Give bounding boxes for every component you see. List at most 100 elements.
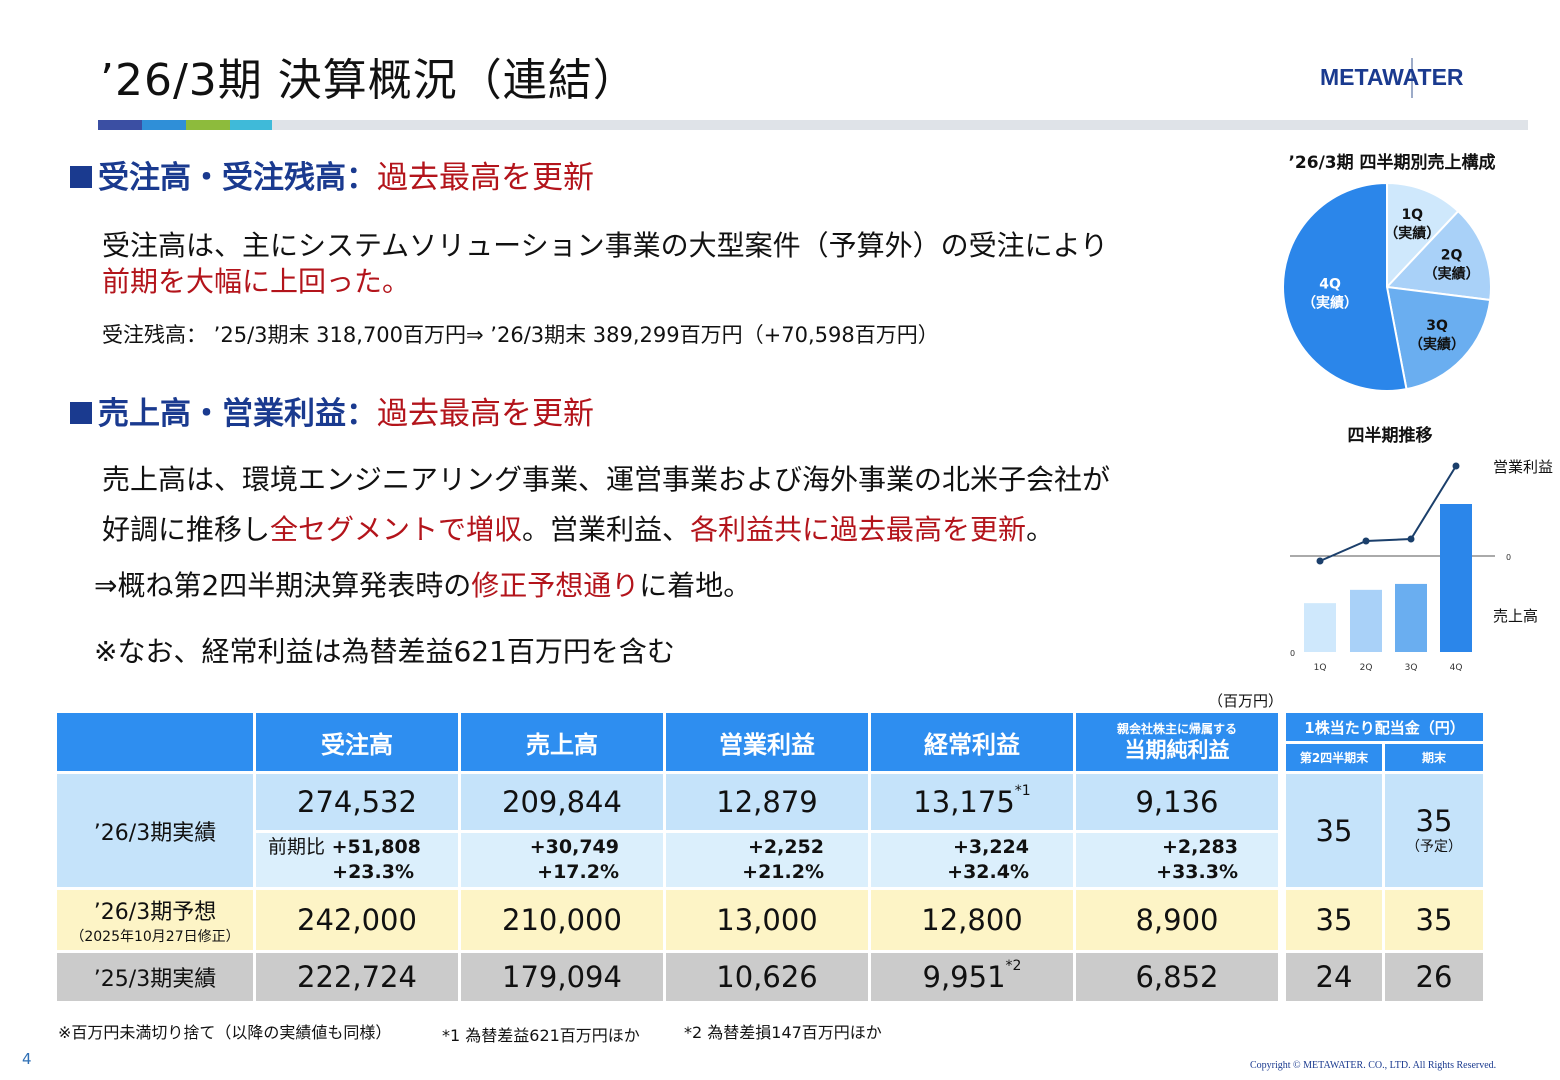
orders-text-line1: 受注高は、主にシステムソリューション事業の大型案件（予算外）の受注により xyxy=(102,229,1109,262)
cell-dividend-q2: 35 xyxy=(1286,890,1382,950)
square-bullet-icon xyxy=(70,402,92,424)
pie-chart-title: ’26/3期 四半期別売上構成 xyxy=(1288,153,1496,173)
table-row-yoy: 前期比 +51,808 +23.3% +30,749 +17.2% +2,252 +… xyxy=(57,833,1483,887)
cell-value: 12,800 xyxy=(871,890,1073,950)
op-income-point-2Q xyxy=(1362,537,1370,545)
table-row: ’26/3期予想 （2025年10月27日修正） 242,000 210,000 … xyxy=(57,890,1483,950)
cell-dividend-fy: 26 xyxy=(1385,953,1483,1001)
cell-value: 222,724 xyxy=(256,953,458,1001)
cell-value: 209,844 xyxy=(461,774,663,830)
x-tick-label: 3Q xyxy=(1405,663,1418,673)
cell-value: 179,094 xyxy=(461,953,663,1001)
header-dividend-fy: 期末 xyxy=(1385,744,1483,771)
cell-value: 8,900 xyxy=(1076,890,1278,950)
footnote-marker: *1 xyxy=(1014,783,1031,800)
square-bullet-icon xyxy=(70,166,92,188)
sales-text-line4: ※なお、経常利益は為替差益621百万円を含む xyxy=(94,635,675,668)
pie-slice-2Q xyxy=(1384,209,1492,302)
op-income-point-4Q xyxy=(1452,462,1460,470)
cell-value: 12,879 xyxy=(666,774,868,830)
pie-label: 4Q xyxy=(1319,276,1341,292)
header-empty-cell xyxy=(57,713,253,771)
op-income-point-3Q xyxy=(1407,535,1415,543)
cell-value: 13,000 xyxy=(666,890,868,950)
page-title: ’26/3期 決算概況（連結） xyxy=(100,55,638,106)
backlog-text: 受注残高： ’25/3期末 318,700百万円⇒ ’26/3期末 389,29… xyxy=(102,323,939,347)
cell-delta: +3,224 +32.4% xyxy=(871,833,1073,887)
cell-dividend-fy: 35 （予定） xyxy=(1385,774,1483,887)
header-orders: 受注高 xyxy=(256,713,458,771)
title-underline-bar xyxy=(98,120,1528,130)
cell-dividend-q2: 35 xyxy=(1286,774,1382,887)
x-tick-label: 1Q xyxy=(1314,663,1327,673)
company-logo: METAWATER xyxy=(1320,58,1464,98)
cell-delta: +2,283 +33.3% xyxy=(1076,833,1278,887)
row-label-actual25: ’25/3期実績 xyxy=(57,953,253,1001)
x-tick-label: 2Q xyxy=(1360,663,1373,673)
financial-summary-table: 受注高 売上高 営業利益 経常利益 親会社株主に帰属する 当期純利益 1株当たり… xyxy=(54,710,1486,1004)
pie-label: 1Q xyxy=(1401,207,1423,223)
header-dividend-q2: 第2四半期末 xyxy=(1286,744,1382,771)
footnote-2: *2 為替差損147百万円ほか xyxy=(684,1023,882,1042)
orders-text-line2: 前期を大幅に上回った。 xyxy=(102,265,411,298)
op-income-point-1Q xyxy=(1316,557,1324,565)
row-label-actual26: ’26/3期実績 xyxy=(57,774,253,887)
header-ordinary-income: 経常利益 xyxy=(871,713,1073,771)
footnote-marker: *2 xyxy=(1005,958,1022,975)
bar-2Q xyxy=(1350,589,1382,652)
x-tick-label: 4Q xyxy=(1450,663,1463,673)
footnote-rounding: ※百万円未満切り捨て（以降の実績値も同様） xyxy=(58,1023,392,1042)
header-dividend: 1株当たり配当金（円） xyxy=(1286,713,1483,741)
header-net-income: 親会社株主に帰属する 当期純利益 xyxy=(1076,713,1278,771)
unit-label: （百万円） xyxy=(1208,692,1284,710)
pie-slice-1Q xyxy=(1386,181,1460,290)
sales-text-line3: ⇒概ね第2四半期決算発表時の修正予想通りに着地。 xyxy=(94,569,752,602)
table-header-row: 受注高 売上高 営業利益 経常利益 親会社株主に帰属する 当期純利益 1株当たり… xyxy=(57,713,1483,771)
cell-value: 10,626 xyxy=(666,953,868,1001)
footnote-1: *1 為替差益621百万円ほか xyxy=(442,1026,640,1045)
trend-chart-title: 四半期推移 xyxy=(1347,426,1433,446)
cell-value: 274,532 xyxy=(256,774,458,830)
header-op-income: 営業利益 xyxy=(666,713,868,771)
cell-value: 210,000 xyxy=(461,890,663,950)
section-heading-orders: 受注高・受注残高：過去最高を更新 xyxy=(70,152,594,197)
pie-label-suffix: （実績） xyxy=(1424,266,1480,283)
op-income-line xyxy=(1319,465,1457,562)
bar-3Q xyxy=(1395,583,1427,652)
cell-value: 9,951*2 xyxy=(871,953,1073,1001)
sales-text-line2: 好調に推移し全セグメントで増収。営業利益、各利益共に過去最高を更新。 xyxy=(102,513,1055,546)
logo-text: METAWATER xyxy=(1320,64,1464,90)
cell-delta: 前期比 +51,808 +23.3% xyxy=(256,833,458,887)
copyright: Copyright © METAWATER. CO., LTD. All Rig… xyxy=(1250,1060,1497,1071)
sales-text-line1: 売上高は、環境エンジニアリング事業、運営事業および海外事業の北米子会社が xyxy=(102,463,1111,496)
pie-label-suffix: （実績） xyxy=(1409,336,1465,353)
zero-label-bottom: 0 xyxy=(1290,649,1295,658)
pie-slice-3Q xyxy=(1385,285,1492,391)
pie-label: 3Q xyxy=(1426,318,1448,334)
pie-label-suffix: （実績） xyxy=(1302,294,1358,311)
table-row: ’25/3期実績 222,724 179,094 10,626 9,951*2 … xyxy=(57,953,1483,1001)
cell-value: 6,852 xyxy=(1076,953,1278,1001)
cell-value: 9,136 xyxy=(1076,774,1278,830)
cell-delta: +30,749 +17.2% xyxy=(461,833,663,887)
pie-label: 2Q xyxy=(1441,248,1463,264)
section-heading-sales: 売上高・営業利益：過去最高を更新 xyxy=(70,388,594,433)
cell-dividend-q2: 24 xyxy=(1286,953,1382,1001)
header-sales: 売上高 xyxy=(461,713,663,771)
row-label-forecast26: ’26/3期予想 （2025年10月27日修正） xyxy=(57,890,253,950)
legend-op-income: 営業利益 xyxy=(1493,458,1553,476)
zero-label-right: 0 xyxy=(1506,553,1511,562)
pie-label-suffix: （実績） xyxy=(1384,225,1440,242)
cell-value: 13,175*1 xyxy=(871,774,1073,830)
table-subheader-row: 第2四半期末 期末 xyxy=(57,744,1483,771)
table-row: ’26/3期実績 274,532 209,844 12,879 13,175*1… xyxy=(57,774,1483,887)
bar-4Q xyxy=(1440,504,1472,652)
quarterly-sales-pie-chart: 1Q（実績）2Q（実績）3Q（実績）4Q（実績） xyxy=(1282,181,1492,392)
pie-slice-4Q xyxy=(1282,181,1408,392)
cell-value: 242,000 xyxy=(256,890,458,950)
cell-dividend-fy: 35 xyxy=(1385,890,1483,950)
bar-1Q xyxy=(1304,603,1336,652)
page-number: 4 xyxy=(22,1050,32,1068)
legend-sales: 売上高 xyxy=(1493,607,1538,625)
